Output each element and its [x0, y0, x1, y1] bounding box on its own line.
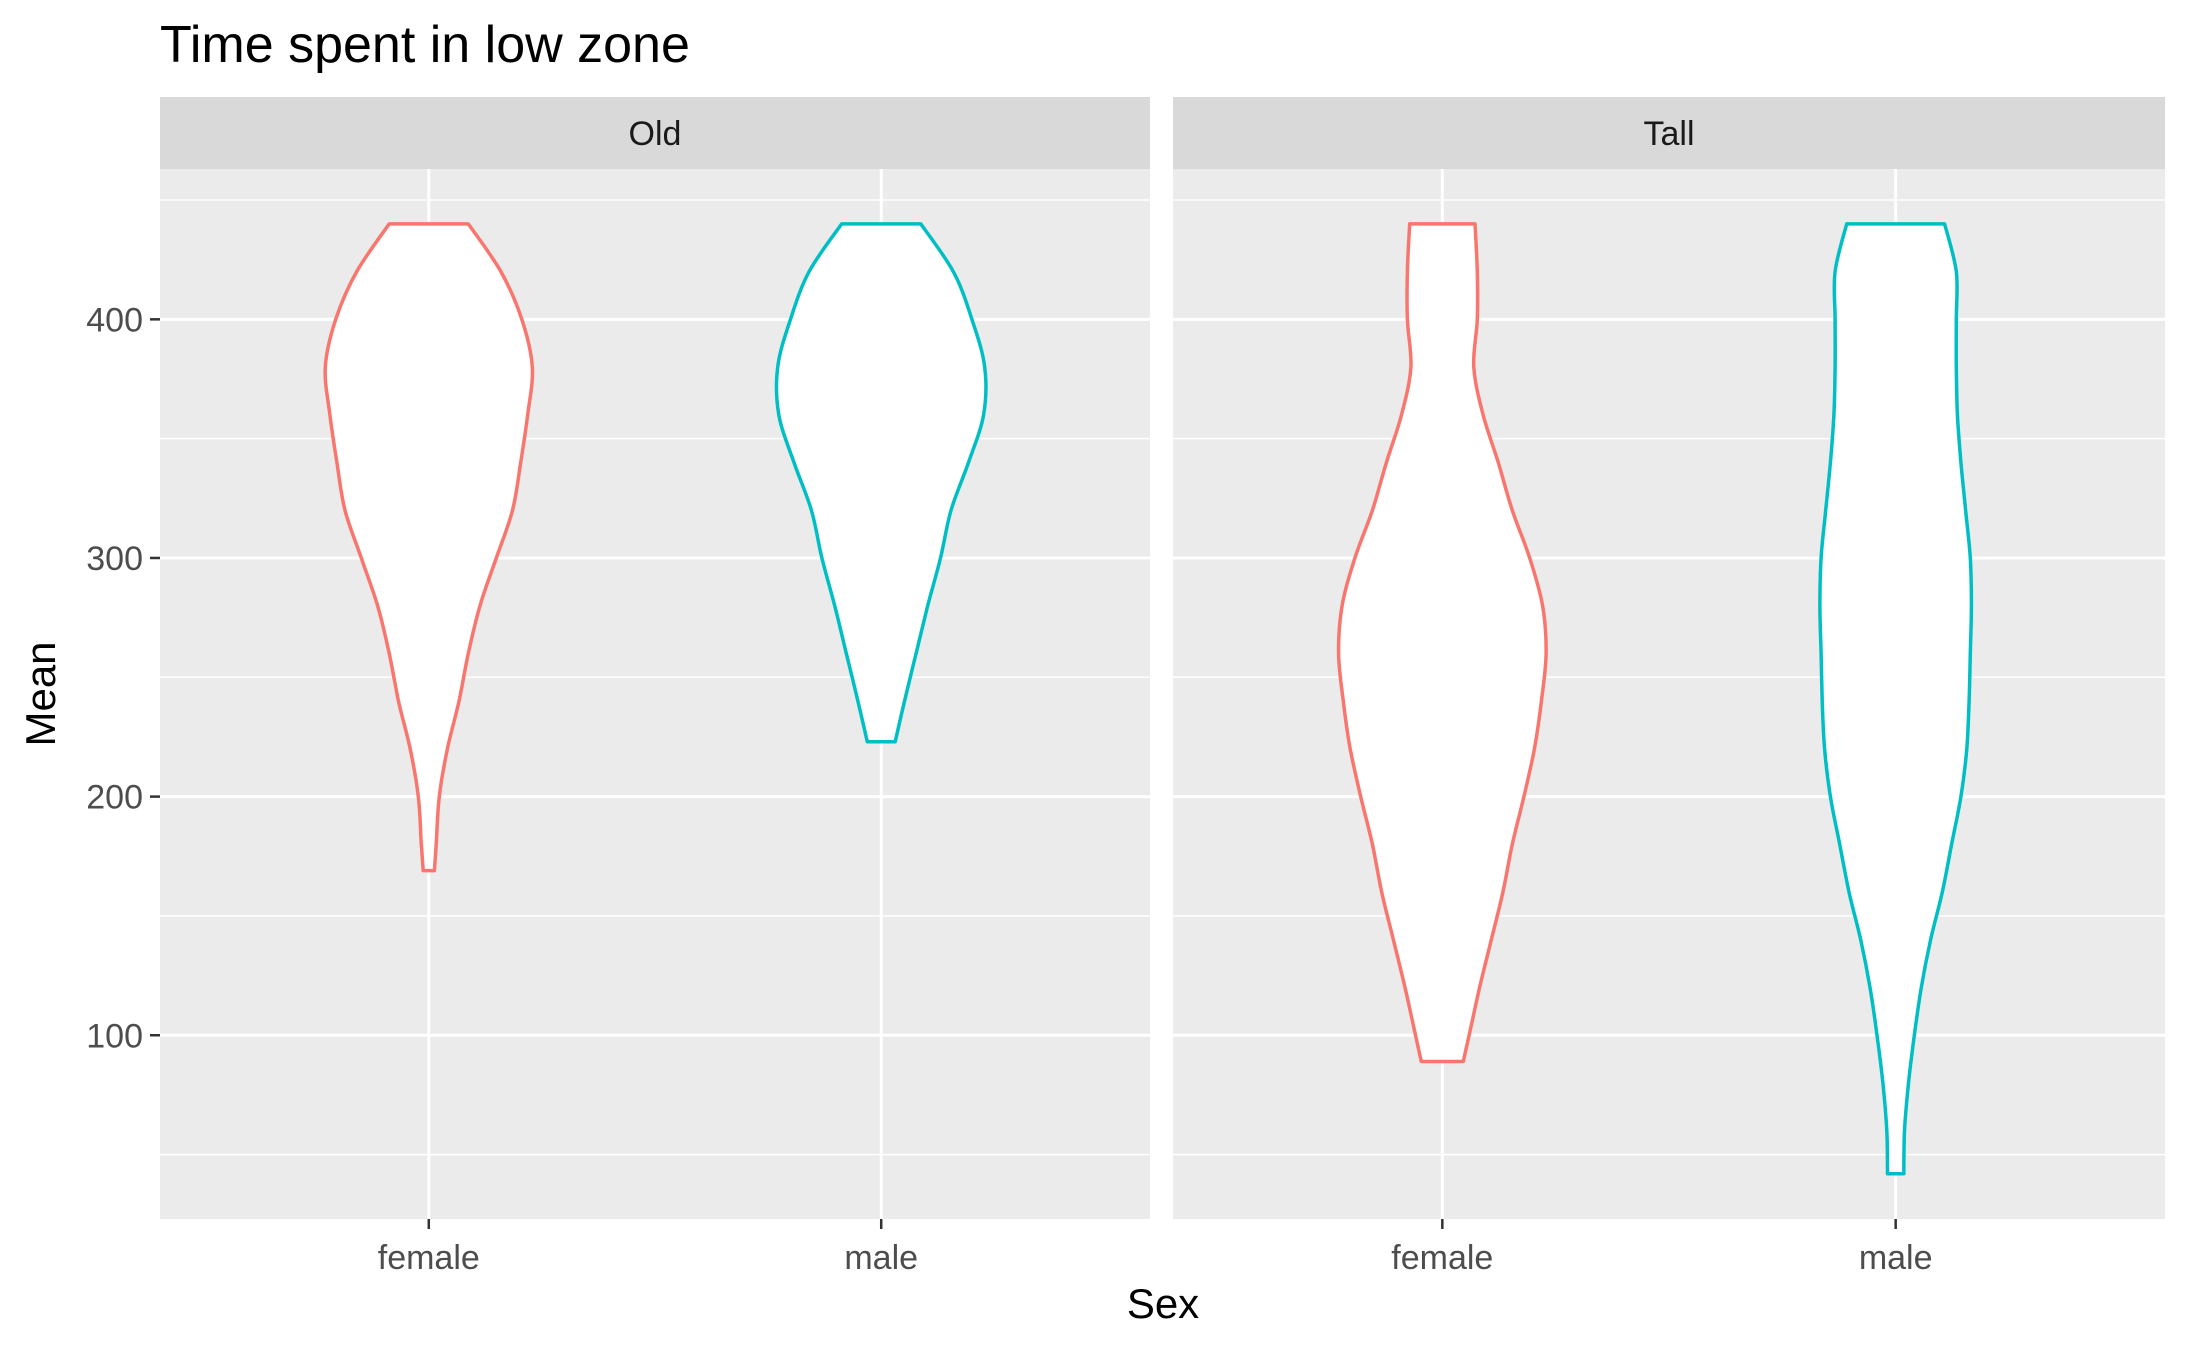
strip-old [160, 97, 1150, 169]
y-tick-label: 100 [86, 1017, 143, 1055]
panel-tall: Tall female male [1173, 97, 2165, 1277]
x-tick-label: female [378, 1239, 480, 1277]
violin-old-male [774, 222, 988, 744]
y-tick-label: 300 [86, 540, 143, 578]
violin-old-female [323, 222, 535, 873]
y-axis: 100 200 300 400 [86, 301, 160, 1055]
violins-old [323, 222, 988, 873]
panel-background-old [160, 169, 1150, 1219]
x-tick-label: male [1859, 1239, 1933, 1277]
y-axis-title: Mean [17, 641, 64, 746]
strip-label-old: Old [629, 115, 682, 153]
violin-tall-female [1336, 222, 1548, 1064]
strip-tall [1173, 97, 2165, 169]
violins-tall [1336, 222, 1974, 1176]
x-tick-label: male [844, 1239, 918, 1277]
y-tick-label: 400 [86, 301, 143, 339]
chart-title: Time spent in low zone [160, 16, 690, 74]
x-axis-title: Sex [1127, 1280, 1199, 1327]
y-tick-label: 200 [86, 779, 143, 817]
panel-old: Old female male [160, 97, 1150, 1277]
violin-tall-male [1818, 222, 1974, 1176]
x-axis-old: female male [378, 1219, 918, 1277]
x-tick-label: female [1391, 1239, 1493, 1277]
x-axis-tall: female male [1391, 1219, 1933, 1277]
strip-label-tall: Tall [1643, 115, 1694, 153]
panel-background-tall [1173, 169, 2165, 1219]
